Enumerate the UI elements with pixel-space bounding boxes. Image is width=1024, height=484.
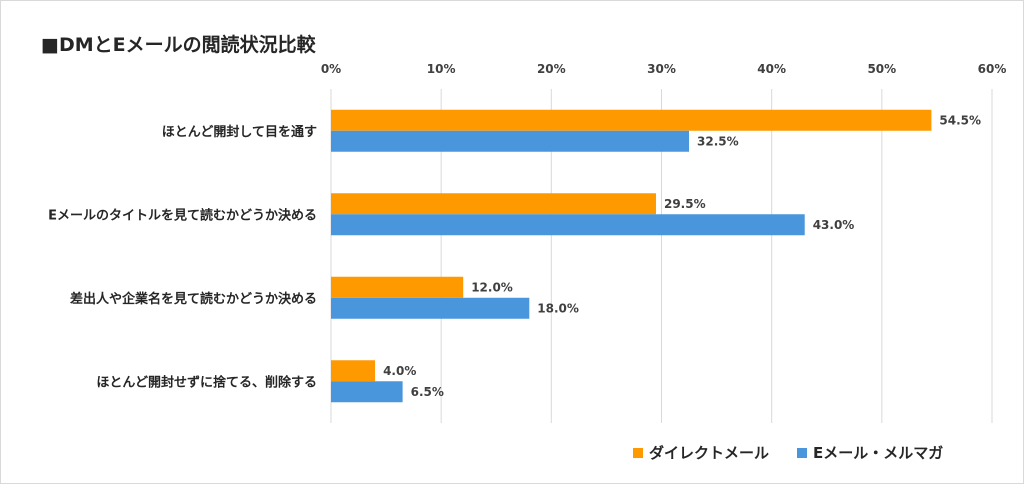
bar-dm: [331, 193, 656, 215]
category-label: 差出人や企業名を見て読むかどうか決める: [70, 291, 317, 307]
bar-email: [331, 214, 805, 236]
data-labels: 54.5% 32.5% 29.5% 43.0% 12.0% 18.0% 4.0% 6.5%: [383, 113, 981, 399]
data-label: 43.0%: [813, 218, 855, 232]
bars: [331, 109, 932, 403]
legend-swatch-dm: [633, 447, 643, 458]
x-tick-labels: 0% 10% 20% 30% 40% 50% 60%: [321, 62, 1007, 76]
data-label: 32.5%: [697, 134, 739, 148]
legend-label-dm: ダイレクトメール: [649, 444, 770, 462]
data-label: 4.0%: [383, 364, 416, 378]
data-label: 18.0%: [537, 301, 579, 315]
legend-item-email: Eメール・メルマガ: [797, 442, 943, 463]
x-tick-label: 60%: [978, 62, 1007, 76]
bar-dm: [331, 360, 376, 382]
legend: ダイレクトメール Eメール・メルマガ: [633, 442, 971, 463]
legend-item-dm: ダイレクトメール: [633, 442, 769, 463]
data-label: 54.5%: [939, 113, 981, 127]
chart-title: ■DMとEメールの閲読状況比較: [41, 34, 316, 56]
x-tick-label: 0%: [321, 62, 341, 76]
x-tick-label: 10%: [427, 62, 456, 76]
bar-email: [331, 130, 690, 152]
category-label: ほとんど開封して目を通す: [162, 124, 317, 140]
data-label: 12.0%: [471, 280, 513, 294]
category-labels: ほとんど開封して目を通す Eメールのタイトルを見て読むかどうか決める差出人や企業名…: [48, 124, 317, 391]
bar-dm: [331, 276, 464, 298]
bar-email: [331, 297, 530, 319]
category-label: Eメールのタイトルを見て読むかどうか決める: [48, 207, 317, 223]
legend-label-email: Eメール・メルマガ: [813, 444, 944, 462]
bar-email: [331, 381, 403, 403]
x-tick-label: 30%: [647, 62, 676, 76]
x-tick-label: 50%: [867, 62, 896, 76]
category-label: ほとんど開封せずに捨てる、削除する: [96, 374, 317, 390]
legend-swatch-email: [797, 447, 808, 458]
data-label: 6.5%: [411, 385, 444, 399]
bar-dm: [331, 109, 932, 131]
data-label: 29.5%: [664, 197, 706, 211]
x-tick-label: 40%: [757, 62, 786, 76]
x-tick-label: 20%: [537, 62, 566, 76]
